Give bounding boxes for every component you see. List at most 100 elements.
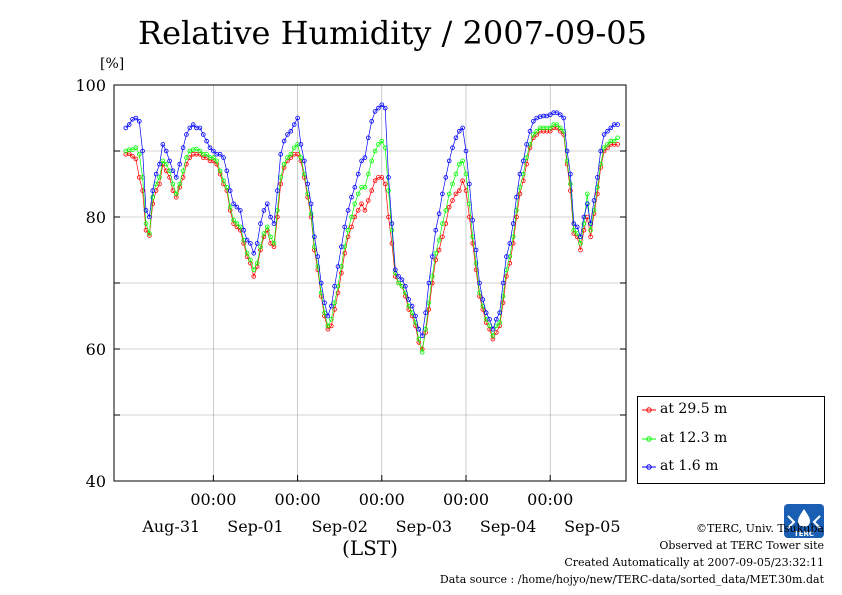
data-point [561,128,566,134]
date-label: Sep-01 [227,517,283,536]
data-point [335,264,341,269]
data-point [339,244,344,250]
data-point [534,132,539,137]
data-point [473,247,479,253]
data-point [298,155,304,160]
data-point [369,158,375,164]
data-point [170,168,176,174]
data-point [238,208,243,213]
data-point [429,254,435,259]
data-point [197,148,203,154]
data-point [244,237,250,243]
data-point [328,303,334,309]
data-point [224,168,230,174]
data-point [281,161,287,167]
data-point [234,221,240,226]
data-point [207,145,213,151]
data-point [453,191,459,197]
data-point [194,152,199,157]
data-point [227,188,233,193]
data-point [376,105,381,111]
data-point [504,274,509,279]
data-point [440,221,445,226]
data-point [514,214,519,220]
data-point [490,336,496,342]
data-point [561,115,566,121]
data-point [339,270,344,276]
data-point [248,257,253,263]
data-point [510,234,516,240]
data-point [450,198,455,203]
data-point [446,158,452,164]
data-point [416,326,422,332]
data-point [130,154,135,159]
data-point [386,214,391,220]
data-point [301,158,307,164]
data-point [308,201,314,207]
data-point [217,152,223,157]
data-point [345,234,351,240]
data-point [211,155,216,160]
data-point [520,171,526,177]
data-point [372,148,378,154]
data-point [541,125,546,131]
data-point [295,115,300,121]
data-point [190,122,196,127]
data-point [251,251,257,256]
x-axis-label: (LST) [342,536,398,560]
data-point [554,110,560,115]
data-point [167,168,172,174]
data-point [201,155,206,160]
data-point [140,175,145,180]
data-point [369,119,375,124]
data-point [584,201,590,207]
data-point [571,227,577,233]
data-point [413,313,418,319]
data-point [251,267,257,273]
data-point [490,333,496,339]
data-point [194,125,199,131]
data-point [180,145,186,151]
data-point [359,158,364,164]
legend-label-12m: at 12.3 m [660,430,728,446]
y-tick-label: 80 [86,208,106,227]
legend-marker-29m [642,407,656,413]
data-point [157,175,162,180]
data-point [268,214,273,220]
data-point [467,214,472,220]
data-point [140,188,145,193]
data-point [207,155,213,160]
data-point [497,310,503,316]
data-point [133,115,139,121]
data-point [534,128,539,134]
data-point [275,188,280,193]
data-point [217,171,223,177]
data-point [325,326,331,332]
legend-label-29m: at 29.5 m [660,401,728,417]
data-point [443,175,449,180]
data-point [362,155,368,160]
data-point [571,221,577,226]
data-point [581,221,587,226]
data-point [315,254,321,259]
data-point [211,158,216,164]
data-point [214,161,220,167]
series-line-2 [125,104,618,337]
terc-logo-icon: TERC [784,504,824,538]
data-point [160,142,166,147]
data-point [362,185,368,190]
data-point [248,260,253,266]
data-point [362,208,368,213]
y-tick-label: 100 [75,76,106,95]
data-point [588,234,593,240]
data-point [355,191,361,197]
x-tick-label: 00:00 [275,490,321,509]
data-point [487,316,492,322]
data-point [254,260,260,266]
data-point [355,208,361,213]
data-point [611,138,617,144]
data-point [170,181,176,187]
x-tick-label: 00:00 [443,490,489,509]
data-point [258,244,263,250]
data-point [275,214,280,220]
